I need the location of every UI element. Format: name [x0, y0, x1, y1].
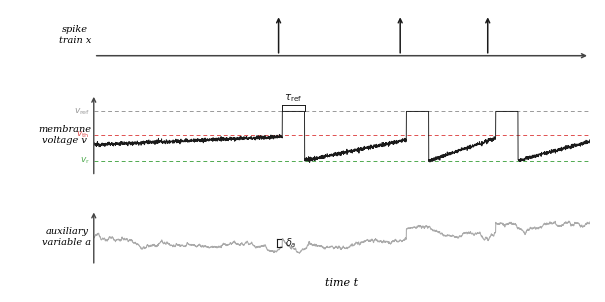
- Text: $\tau_\mathrm{ref}$: $\tau_\mathrm{ref}$: [284, 92, 302, 104]
- Text: auxiliary
variable a: auxiliary variable a: [42, 227, 91, 247]
- Text: $v_\mathrm{ref}$: $v_\mathrm{ref}$: [74, 106, 90, 117]
- Text: spike
train x: spike train x: [59, 25, 91, 45]
- Text: time t: time t: [325, 278, 358, 288]
- Text: $\delta_a$: $\delta_a$: [285, 236, 296, 250]
- Text: $v_\mathrm{th}$: $v_\mathrm{th}$: [76, 130, 90, 140]
- Text: membrane
voltage v: membrane voltage v: [38, 125, 91, 145]
- Text: $v_\mathrm{r}$: $v_\mathrm{r}$: [80, 155, 90, 166]
